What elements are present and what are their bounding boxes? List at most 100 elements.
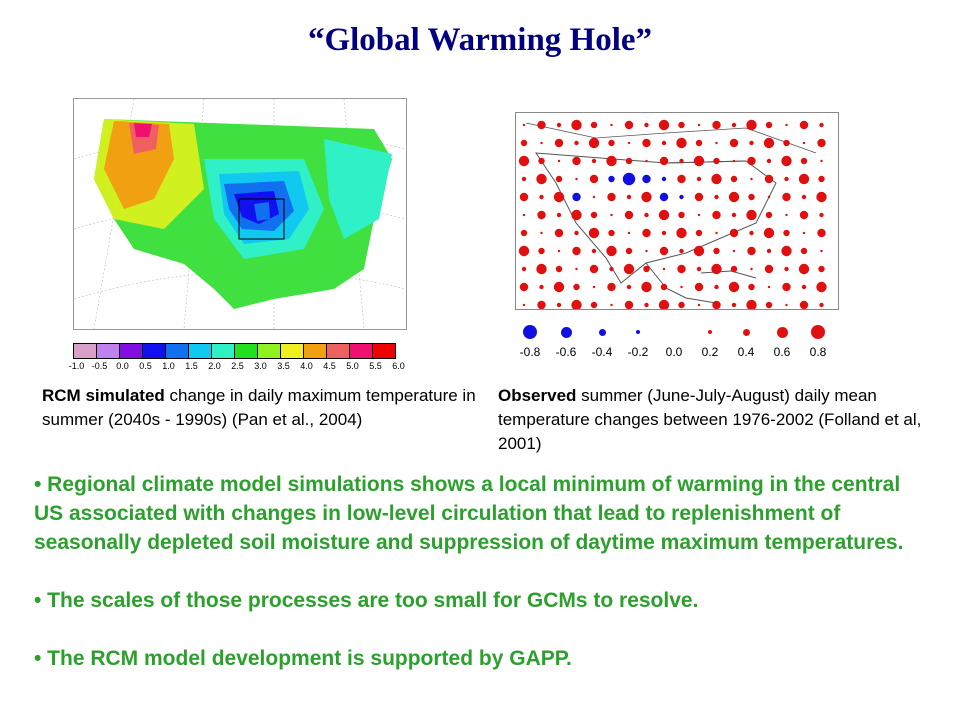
- observed-dot: [661, 176, 667, 182]
- observed-dot: [556, 302, 562, 308]
- colorbar-swatch: [189, 344, 212, 358]
- legend-item: 0.4: [728, 322, 764, 359]
- observed-dot: [555, 265, 563, 273]
- observed-dot: [627, 141, 631, 145]
- observed-dot: [765, 211, 773, 219]
- observed-dot: [518, 155, 530, 167]
- observed-dot: [713, 157, 720, 165]
- observed-dot: [799, 120, 809, 130]
- legend-dot: [560, 326, 572, 338]
- legend-item: -0.2: [620, 322, 656, 359]
- legend-dot: [523, 325, 537, 339]
- observed-dot: [731, 212, 737, 218]
- observed-dot: [732, 249, 736, 253]
- observed-dot: [538, 247, 545, 255]
- observed-dot: [765, 121, 773, 129]
- observed-dot: [627, 231, 631, 235]
- observed-dot: [591, 248, 597, 254]
- observed-dot: [641, 281, 652, 293]
- colorbar-tick-label: -0.5: [91, 361, 108, 371]
- observed-dot: [553, 191, 565, 203]
- observed-dot: [588, 137, 600, 149]
- observed-dot: [749, 140, 754, 146]
- observed-dot: [625, 157, 633, 165]
- rcm-temperature-map: [73, 98, 407, 330]
- observed-dot: [658, 299, 670, 309]
- observed-dot: [537, 210, 546, 220]
- observed-dot: [643, 265, 650, 273]
- observed-dot: [677, 264, 686, 274]
- colorbar-tick-label: 6.0: [392, 361, 405, 371]
- observed-dot: [693, 155, 705, 167]
- observed-dot: [521, 176, 527, 182]
- observed-dot: [571, 119, 582, 131]
- colorbar-swatch: [120, 344, 143, 358]
- observed-dot: [592, 285, 596, 289]
- observed-dot: [589, 174, 599, 184]
- legend-label: 0.8: [809, 345, 827, 359]
- observed-dot: [748, 193, 755, 201]
- observed-dot: [746, 209, 757, 221]
- observed-dot: [714, 194, 719, 200]
- colorbar-swatch: [97, 344, 120, 358]
- legend-item: 0.8: [800, 322, 836, 359]
- rcm-map-graphic: [74, 99, 406, 329]
- legend-label: 0.6: [773, 345, 791, 359]
- observed-dot: [540, 231, 543, 235]
- observed-dot: [799, 210, 809, 220]
- observed-dot: [730, 175, 738, 183]
- observed-dot: [518, 245, 530, 257]
- observed-dot: [783, 229, 790, 237]
- legend-label: 0.0: [665, 345, 683, 359]
- colorbar-tick-label: 2.5: [231, 361, 244, 371]
- legend-dot: [708, 330, 712, 334]
- observed-dot: [540, 141, 543, 145]
- observed-dot: [522, 123, 526, 127]
- left-caption-text: change in daily maximum temperature in s…: [42, 386, 476, 429]
- observed-dot: [697, 213, 701, 217]
- observed-dot: [519, 192, 529, 202]
- observed-dot: [538, 157, 545, 165]
- observed-dot: [711, 263, 722, 275]
- observed-dot: [766, 248, 772, 254]
- observed-dot: [521, 266, 527, 272]
- observed-dot: [715, 231, 718, 235]
- observed-dot: [782, 282, 791, 292]
- observed-dot: [783, 139, 790, 147]
- observed-dot: [781, 245, 792, 257]
- observed-dot: [556, 212, 562, 218]
- observed-dot: [763, 137, 775, 149]
- observed-dot: [678, 301, 685, 309]
- observed-dot: [715, 141, 718, 145]
- observed-dot: [799, 300, 809, 309]
- observed-dot: [539, 284, 544, 290]
- observed-dot: [731, 122, 737, 128]
- colorbar-tick-label: 4.0: [300, 361, 313, 371]
- observed-temperature-dot-map: [515, 112, 839, 310]
- colorbar-tick-label: 5.5: [369, 361, 382, 371]
- legend-item: -0.4: [584, 322, 620, 359]
- observed-dot: [622, 172, 636, 186]
- observed-dot: [697, 123, 701, 127]
- observed-dot: [730, 265, 738, 273]
- observed-dot: [644, 302, 649, 308]
- observed-dot: [642, 174, 651, 184]
- observed-dot: [746, 119, 757, 131]
- observed-dot: [802, 231, 806, 235]
- observed-dot: [694, 282, 704, 292]
- colorbar-swatches: [73, 343, 396, 359]
- colorbar-tick-label: 0.5: [139, 361, 152, 371]
- observed-dot: [574, 230, 579, 236]
- colorbar-swatch: [235, 344, 258, 358]
- observed-dot: [609, 266, 614, 272]
- observed-dot: [747, 246, 756, 256]
- observed-dot: [662, 267, 666, 271]
- observed-dot: [571, 299, 582, 309]
- observed-dot: [607, 192, 616, 202]
- observed-dot: [572, 156, 581, 166]
- colorbar-swatch: [258, 344, 281, 358]
- observed-dot: [693, 245, 705, 257]
- observed-dot: [659, 156, 669, 166]
- bullet-item: • Regional climate model simulations sho…: [34, 473, 904, 554]
- observed-dot: [748, 283, 755, 291]
